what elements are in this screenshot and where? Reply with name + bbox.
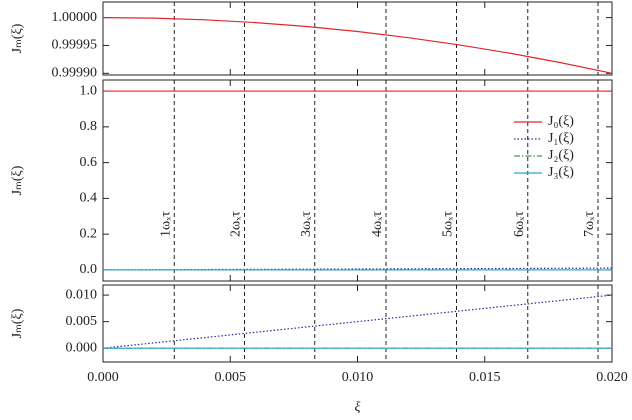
vline-label: 3ωₓτ [299,211,314,237]
y-axis-label: Jₘ(ξ) [10,165,25,195]
y-tick-label: 1.00000 [52,10,98,25]
x-tick-label: 0.005 [215,370,247,385]
plot-frame [102,284,613,363]
y-tick-label: 0.8 [80,119,98,134]
x-tick-label: 0.020 [596,370,628,385]
vline-label: 7ωₓτ [582,211,597,237]
vline-label: 2ωₓτ [229,211,244,237]
series-line [102,294,613,349]
y-tick-label: 0.005 [66,314,98,329]
y-axis-label: Jₘ(ξ) [10,308,25,338]
x-tick-label: 0.015 [469,370,501,385]
legend-label: J₃(ξ) [548,165,574,180]
vline-label: 6ωₓτ [512,211,527,237]
x-tick-label: 0.010 [342,370,374,385]
y-tick-label: 0.0 [80,262,98,277]
y-tick-label: 1.0 [80,83,98,98]
y-tick-label: 0.000 [66,340,98,355]
y-tick-label: 0.99995 [52,38,98,53]
series-line [102,17,613,74]
y-tick-label: 0.6 [80,155,98,170]
x-axis-label: ξ [355,400,361,415]
plot-frame [102,1,613,76]
y-axis-label: Jₘ(ξ) [10,23,25,53]
legend-label: J₁(ξ) [548,131,574,146]
vline-label: 4ωₓτ [370,211,385,237]
legend-label: J₀(ξ) [548,114,574,129]
y-tick-label: 0.99990 [52,66,98,81]
y-tick-label: 0.4 [80,191,98,206]
vline-label: 5ωₓτ [441,211,456,237]
plot-frame [102,79,613,282]
y-tick-label: 0.2 [80,226,98,241]
y-tick-label: 0.010 [66,287,98,302]
legend-label: J₂(ξ) [548,148,574,163]
x-tick-label: 0.000 [87,370,119,385]
vline-label: 1ωₓτ [158,211,173,237]
